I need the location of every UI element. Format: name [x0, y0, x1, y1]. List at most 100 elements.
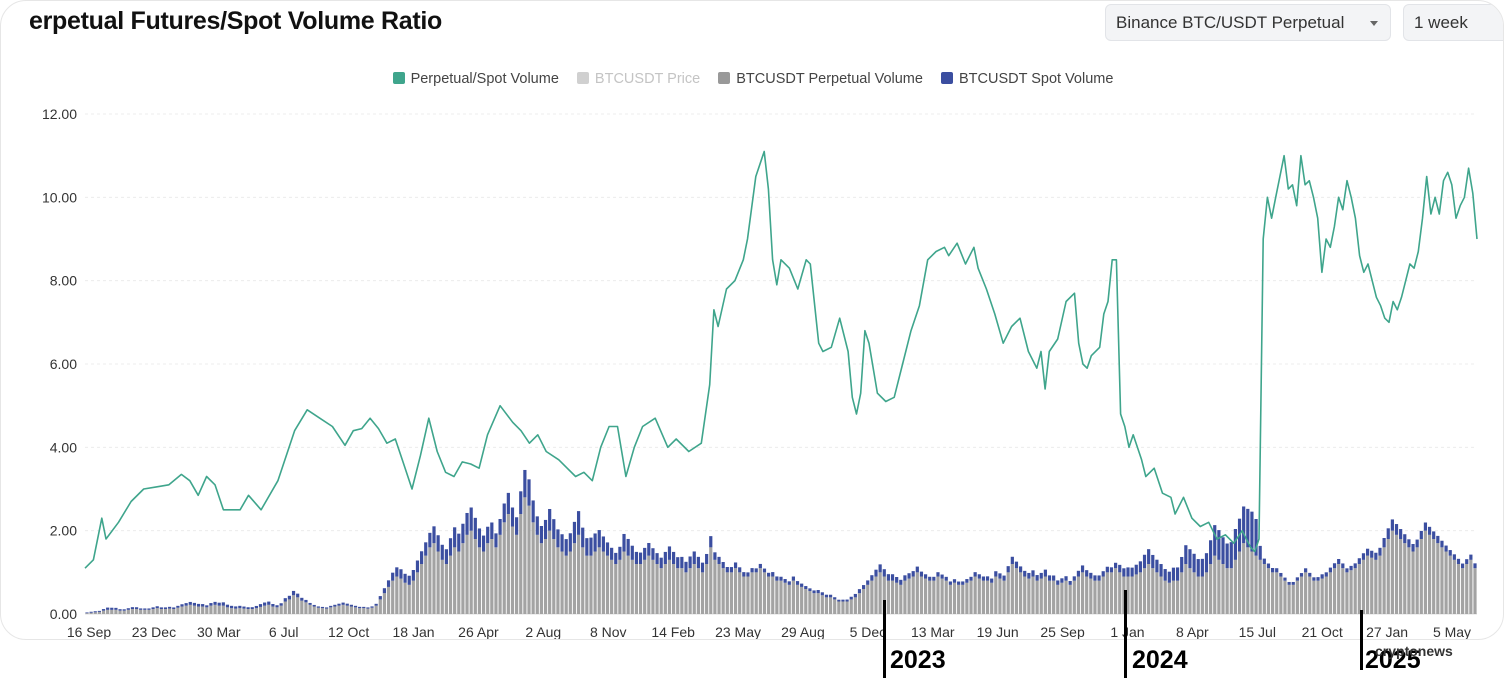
perp-volume-bar: [1237, 551, 1242, 614]
spot-volume-bar: [1101, 571, 1105, 577]
legend-item-price[interactable]: BTCUSDT Price: [576, 71, 700, 87]
spot-volume-bar: [300, 597, 304, 601]
spot-volume-bar: [1386, 528, 1390, 539]
perp-volume-bar: [610, 559, 614, 614]
perp-volume-bar: [1353, 568, 1357, 614]
perp-volume-bar: [473, 539, 477, 614]
spot-volume-bar: [1217, 530, 1221, 560]
spot-volume-bar: [1093, 575, 1097, 581]
legend-item-spot-volume[interactable]: BTCUSDT Spot Volume: [940, 71, 1113, 87]
perp-volume-bar: [1270, 572, 1275, 614]
spot-volume-bar: [548, 508, 552, 531]
perp-volume-bar: [552, 539, 556, 614]
spot-volume-bar: [1448, 550, 1452, 556]
spot-volume-bar: [601, 536, 605, 552]
perp-volume-bar: [804, 589, 808, 614]
spot-volume-bar: [1031, 570, 1035, 577]
perp-volume-bar: [940, 578, 944, 614]
spot-volume-bar: [465, 512, 469, 535]
perp-volume-bar: [201, 606, 205, 614]
perp-volume-bar: [1419, 539, 1423, 614]
perp-volume-bar: [709, 547, 713, 614]
perp-volume-bar: [886, 580, 891, 614]
spot-volume-bar: [758, 563, 762, 569]
perp-volume-bar: [1403, 543, 1407, 614]
spot-volume-bar: [779, 576, 783, 581]
perp-volume-bar: [1204, 572, 1209, 614]
legend-item-perp-volume[interactable]: BTCUSDT Perpetual Volume: [718, 71, 923, 87]
period-select[interactable]: 1 week: [1403, 4, 1503, 41]
perp-volume-bar: [209, 605, 213, 614]
spot-volume-bar: [477, 528, 482, 548]
spot-volume-bar: [539, 526, 544, 544]
spot-volume-bar: [816, 590, 820, 594]
spot-volume-bar: [750, 568, 754, 573]
perp-volume-bar: [1246, 547, 1250, 614]
spot-volume-bar: [1043, 569, 1047, 577]
spot-volume-bar: [428, 532, 432, 548]
spot-volume-bar: [667, 546, 672, 560]
legend-item-ratio[interactable]: Perpetual/Spot Volume: [392, 71, 559, 87]
spot-volume-bar: [1122, 568, 1126, 577]
spot-volume-bar: [101, 609, 106, 611]
spot-volume-bar: [279, 603, 283, 606]
spot-volume-bar: [800, 583, 804, 587]
spot-volume-bar: [329, 605, 333, 608]
spot-volume-bar: [225, 604, 230, 608]
perp-volume-bar: [1473, 568, 1477, 614]
spot-volume-bar: [1320, 574, 1324, 579]
perp-volume-bar: [647, 555, 651, 614]
spot-volume-bar: [643, 547, 647, 560]
perp-volume-bar: [1370, 557, 1374, 614]
spot-volume-bar: [1085, 570, 1089, 577]
perp-volume-bar: [106, 609, 110, 614]
spot-volume-bar: [1076, 570, 1081, 577]
spot-volume-bar: [882, 569, 886, 577]
spot-volume-bar: [1345, 568, 1349, 573]
spot-volume-bar: [291, 590, 296, 596]
perp-volume-bar: [676, 568, 680, 614]
perp-volume-bar: [981, 580, 986, 614]
perp-volume-bar: [114, 609, 118, 614]
perp-volume-bar: [362, 608, 366, 614]
perp-volume-bar: [1279, 576, 1283, 614]
x-tick-label: 23 May: [715, 624, 761, 640]
x-tick-label: 5 Dec: [850, 624, 887, 640]
perp-volume-bar: [643, 559, 647, 614]
spot-volume-bar: [1357, 558, 1361, 564]
perp-volume-bar: [506, 514, 510, 614]
x-tick-label: 18 Jan: [393, 624, 435, 640]
x-tick-label: 16 Sep: [67, 624, 112, 640]
spot-volume-bar: [349, 604, 353, 607]
perp-volume-bar: [486, 543, 490, 614]
spot-volume-bar: [1196, 559, 1200, 577]
spot-volume-bar: [1275, 568, 1279, 573]
perp-volume-bar: [254, 608, 258, 614]
perp-volume-bar: [994, 576, 998, 614]
perp-volume-bar: [527, 505, 531, 614]
spot-volume-bar: [1229, 542, 1233, 569]
spot-volume-bar: [1332, 563, 1337, 569]
perp-volume-bar: [192, 605, 197, 614]
spot-volume-bar: [180, 604, 184, 607]
perp-volume-bar: [866, 584, 870, 614]
perp-volume-bar: [911, 576, 915, 614]
spot-volume-bar: [1374, 552, 1378, 560]
perp-volume-bar: [1415, 547, 1419, 614]
spot-volume-bar: [420, 551, 424, 564]
y-tick-label: 2.00: [50, 523, 77, 539]
spot-volume-bar: [965, 579, 969, 583]
perp-volume-bar: [998, 578, 1002, 614]
perp-volume-bar: [605, 555, 610, 614]
perp-volume-bar: [370, 607, 374, 614]
spot-volume-bar: [1167, 571, 1171, 583]
market-select[interactable]: Binance BTC/USDT Perpetual: [1105, 4, 1391, 41]
legend-swatch-price: [576, 72, 589, 84]
spot-volume-bar: [746, 572, 750, 577]
spot-volume-bar: [358, 606, 362, 609]
spot-volume-bar: [159, 607, 163, 609]
spot-volume-bar: [515, 517, 519, 535]
perp-volume-bar: [139, 609, 143, 614]
x-tick-label: 15 Jul: [1239, 624, 1276, 640]
spot-volume-bar: [841, 599, 845, 602]
